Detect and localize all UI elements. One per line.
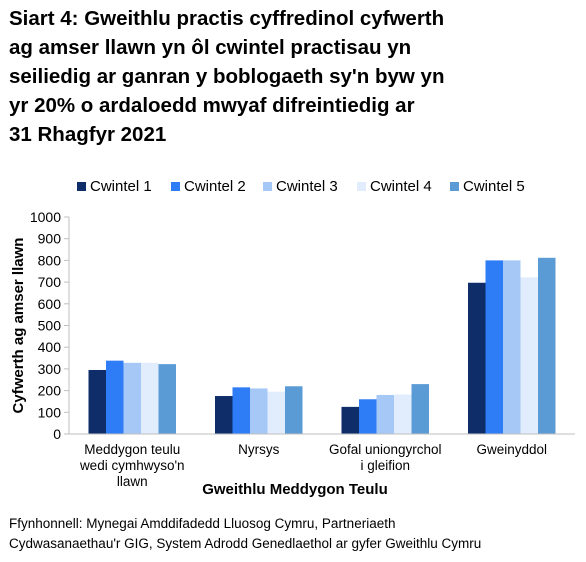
bar [250,388,268,434]
source-line: Ffynhonnell: Mynegai Amddifadedd Lluosog… [9,516,396,531]
chart-title-line: 31 Rhagfyr 2021 [9,123,167,146]
bar [359,399,377,434]
legend-swatch [450,181,459,191]
chart-bars [88,257,556,434]
x-tick-label-line: Gofal uniongyrchol [329,442,442,457]
bar [158,364,176,434]
chart-title: Siart 4: Gweithlu practis cyffredinol cy… [9,4,579,149]
x-tick-label-line: wedi cymhwyso'n [79,458,185,473]
x-tick-label-line: i gleifion [360,458,410,473]
y-tick-label: 900 [38,231,62,247]
source-line: Cydwasanaethau'r GIG, System Adrodd Gene… [9,536,482,551]
legend-label: Cwintel 2 [184,177,246,195]
source-note: Ffynhonnell: Mynegai Amddifadedd Lluosog… [9,514,481,554]
y-tick-label: 700 [38,274,62,290]
bar [341,406,359,434]
bar [106,360,124,434]
legend-swatch [263,181,272,191]
bar [141,362,159,434]
bar [394,394,412,434]
x-tick-label: Gweinyddol [476,442,547,457]
legend-item-cwintel-1: Cwintel 1 [77,176,152,196]
bar [267,391,285,434]
bar [520,277,538,434]
bar [485,260,503,434]
x-tick-label: Gofal uniongyrchol i gleifion [329,442,442,473]
x-axis-ticks: Meddygon teulu wedi cymhwyso'n llawn Nyrsys… [79,442,547,489]
bar [503,260,521,434]
legend-swatch [171,181,180,191]
legend-label: Cwintel 3 [276,177,338,195]
x-tick-label-line: Meddygon teulu [84,442,180,457]
y-tick-label: 1000 [30,209,61,225]
bar [88,369,106,434]
chart-title-line: Siart 4: Gweithlu practis cyffredinol cy… [9,7,445,30]
x-tick-label-line: Nyrsys [238,442,279,457]
bar [123,362,141,434]
legend-item-cwintel-4: Cwintel 4 [357,176,432,196]
y-tick-label: 800 [38,252,62,268]
y-tick-label: 600 [38,296,62,312]
y-axis-ticks: 0 100 200 300 400 500 600 700 800 900 1000 [30,209,69,442]
legend-label: Cwintel 5 [463,177,525,195]
y-tick-label: 100 [38,404,62,420]
bar [376,394,394,434]
x-tick-label: Nyrsys [238,442,279,457]
legend-item-cwintel-2: Cwintel 2 [171,176,246,196]
legend-label: Cwintel 4 [370,177,432,195]
legend-item-cwintel-5: Cwintel 5 [450,176,525,196]
x-tick-label: Meddygon teulu wedi cymhwyso'n llawn [79,442,185,489]
legend-item-cwintel-3: Cwintel 3 [263,176,338,196]
y-tick-label: 400 [38,339,62,355]
bar [411,384,429,434]
legend-swatch [77,181,86,191]
bar [232,387,250,434]
x-axis-title: Gweithlu Meddygon Teulu [202,481,388,498]
bar [538,257,556,434]
legend-swatch [357,181,366,191]
x-tick-label-line: Gweinyddol [476,442,547,457]
chart-title-line: ag amser llawn yn ôl cwintel practisau y… [9,36,412,59]
chart-legend: Cwintel 1 Cwintel 2 Cwintel 3 Cwintel 4 … [0,176,586,196]
chart-title-line: yr 20% o ardaloedd mwyaf difreintiedig a… [9,94,415,117]
chart-title-line: seiliedig ar ganran y boblogaeth sy'n by… [9,65,445,88]
legend-label: Cwintel 1 [90,177,152,195]
bar [468,282,486,434]
bar [215,396,233,434]
x-tick-label-line: llawn [117,474,148,489]
y-tick-label: 200 [38,383,62,399]
y-tick-label: 500 [38,318,62,334]
y-axis-title: Cyfwerth ag amser llawn [10,238,27,414]
y-tick-label: 0 [53,426,61,442]
bar [285,386,303,434]
y-tick-label: 300 [38,361,62,377]
